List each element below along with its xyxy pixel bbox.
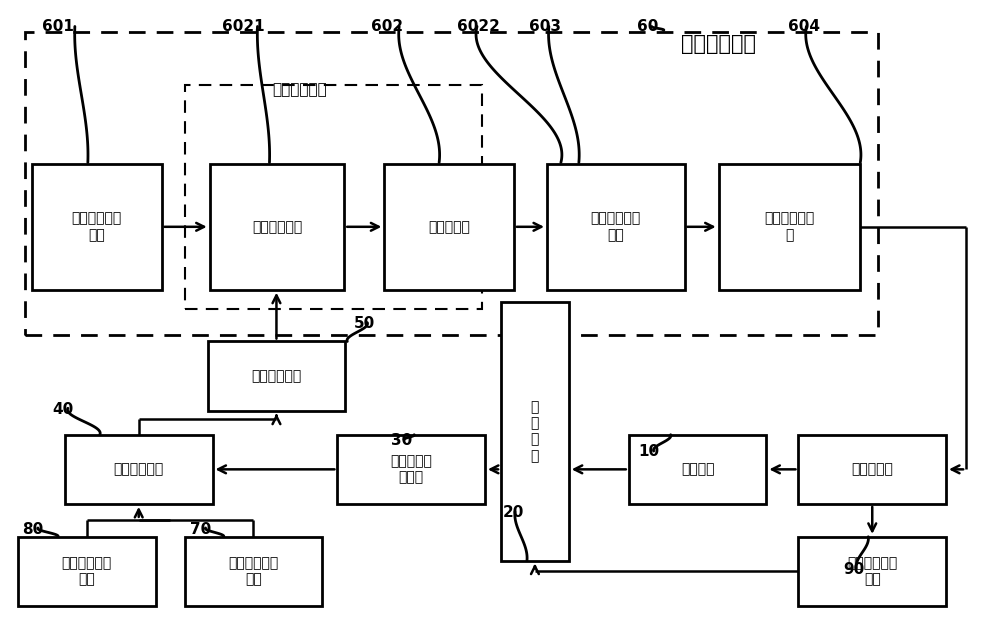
Text: 70: 70 <box>190 522 211 537</box>
Text: 第一整流滤波
电路: 第一整流滤波 电路 <box>72 212 122 242</box>
Text: 20: 20 <box>503 505 524 520</box>
Text: 充电过流保护
电路: 充电过流保护 电路 <box>62 556 112 587</box>
Text: 采集模块: 采集模块 <box>681 462 715 476</box>
Text: 第二整流滤波
电路: 第二整流滤波 电路 <box>591 212 641 242</box>
Bar <box>210 164 344 290</box>
Bar <box>185 537 322 606</box>
Text: 充电电流匹
配模块: 充电电流匹 配模块 <box>390 454 432 484</box>
Text: 电流信号转换
电路: 电流信号转换 电路 <box>847 556 897 587</box>
Text: 603: 603 <box>529 19 561 34</box>
Bar <box>18 537 156 606</box>
Text: 50: 50 <box>354 316 375 331</box>
Bar <box>65 435 213 504</box>
Bar <box>25 32 878 335</box>
Text: 电池防反接电
路: 电池防反接电 路 <box>764 212 814 242</box>
Bar <box>32 164 162 290</box>
Text: 隔离驱动模块: 隔离驱动模块 <box>251 369 301 383</box>
Text: 602: 602 <box>371 19 403 34</box>
Text: 40: 40 <box>52 402 73 417</box>
Text: 高频斩波电路: 高频斩波电路 <box>272 82 326 97</box>
Bar <box>384 164 514 290</box>
Bar <box>185 85 482 309</box>
Text: 二次电池组: 二次电池组 <box>851 462 893 476</box>
Bar <box>629 435 766 504</box>
Text: 80: 80 <box>22 522 43 537</box>
Bar <box>547 164 685 290</box>
Text: 60: 60 <box>637 19 658 34</box>
Text: 电池温度采集
电路: 电池温度采集 电路 <box>229 556 278 587</box>
Text: 微
处
理
器: 微 处 理 器 <box>531 400 539 463</box>
Bar <box>208 341 345 411</box>
Text: 601: 601 <box>42 19 74 34</box>
Bar <box>501 302 569 561</box>
Text: 功率开关电路: 功率开关电路 <box>251 220 302 234</box>
Bar <box>719 164 860 290</box>
Text: 变频控制模块: 变频控制模块 <box>114 462 164 476</box>
Text: 90: 90 <box>843 562 864 577</box>
Text: 高频变压器: 高频变压器 <box>428 220 470 234</box>
Bar <box>337 435 485 504</box>
Text: 30: 30 <box>391 433 412 449</box>
Text: 6022: 6022 <box>457 19 500 34</box>
Text: 6021: 6021 <box>222 19 264 34</box>
Bar <box>798 537 946 606</box>
Bar <box>798 435 946 504</box>
Text: 604: 604 <box>788 19 820 34</box>
Text: 功率变换模块: 功率变换模块 <box>681 34 756 54</box>
Text: 10: 10 <box>639 444 660 459</box>
